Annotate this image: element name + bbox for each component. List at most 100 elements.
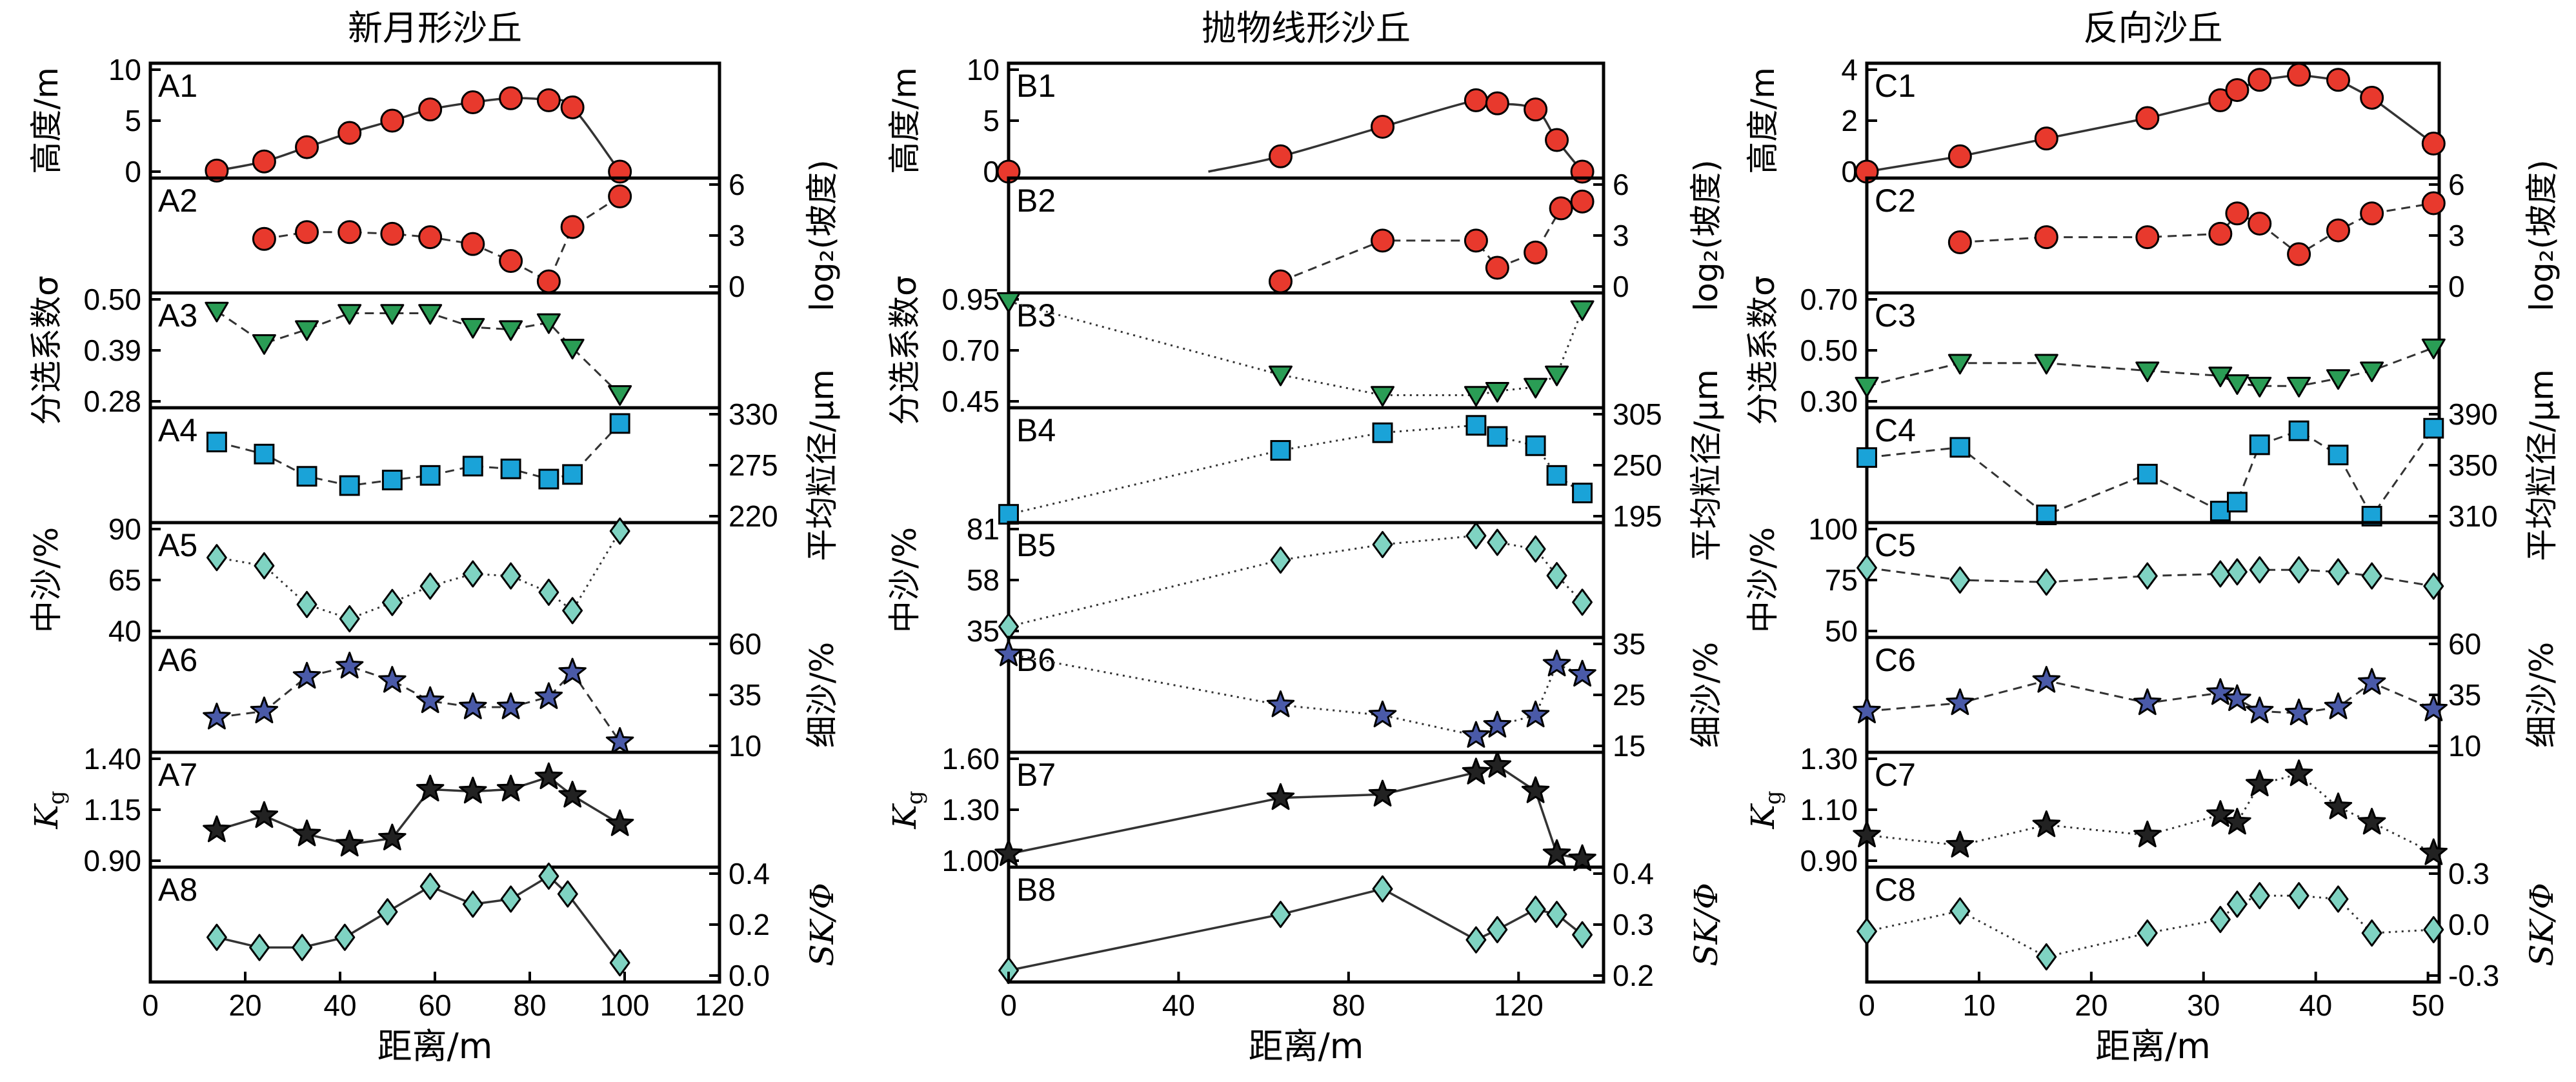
y-tick-label: 5 [983,104,1000,137]
svg-text:分选系数σ: 分选系数σ [28,276,65,425]
data-point [416,686,445,714]
y-axis-label: log₂(坡度) [803,159,841,311]
data-point [2357,668,2386,695]
y-tick-label: 6 [729,168,745,201]
data-point [381,470,403,490]
data-point [608,385,632,406]
data-point [2248,68,2272,92]
svg-text:SK/Φ: SK/Φ [2523,883,2561,966]
data-point [250,696,279,723]
column-title: 新月形沙丘 [348,8,522,48]
data-point [296,466,317,487]
y-tick-label: 1.30 [1800,742,1858,776]
data-point [2288,882,2309,910]
data-point [1546,562,1567,590]
x-axis: 0 10 20 30 40 50 距离/m [1858,972,2444,1067]
y-tick-label: 58 [967,563,1000,597]
data-point [2206,678,2235,705]
data-point [1266,783,1295,810]
panel-label: C7 [1875,757,1916,793]
data-point [1521,700,1550,728]
data-point [1947,144,1972,168]
y-tick-label: 81 [967,512,1000,546]
data-point [2287,242,2311,266]
data-point [1570,189,1595,214]
panel-frame [1007,176,1605,295]
data-point [2324,792,2353,819]
y-axis-label: 细沙/% [1687,642,1725,748]
y-axis-label: 分选系数σ [886,276,923,425]
data-point [994,639,1023,666]
y-axis-label: 中沙/% [28,527,65,633]
x-tick-label: 20 [2075,988,2108,1022]
x-tick-label: 30 [2187,988,2220,1022]
panel-label: B3 [1016,297,1056,334]
x-tick-label: 100 [600,988,650,1022]
y-axis-label: 细沙/% [803,642,841,748]
data-point [1525,535,1546,563]
data-point [292,819,321,847]
data-point [499,86,523,110]
x-axis: 0 20 40 60 80 100 120 距离/m [142,972,744,1067]
data-point [334,923,356,951]
data-point [459,776,487,804]
y-axis-label: 中沙/% [886,527,923,633]
data-point [1549,196,1573,221]
x-tick-label: 120 [695,988,745,1022]
data-point [2032,666,2060,693]
svg-text:分选系数σ: 分选系数σ [1744,276,1782,425]
svg-text:Kg: Kg [1744,790,1786,829]
data-point [2036,943,2057,971]
svg-text:高度/m: 高度/m [886,67,923,174]
data-point [2288,556,2309,584]
series-line [1960,202,2434,255]
data-point [252,334,276,355]
data-point [1853,820,1881,848]
x-tick-label: 80 [1332,988,1365,1022]
data-point [2328,885,2349,913]
data-point [292,934,313,961]
x-axis-label: 距离/m [1249,1026,1364,1067]
y-tick-label: 0.4 [1613,857,1654,890]
y-tick-label: 50 [1825,614,1858,648]
data-point [206,923,227,951]
y-tick-label: 1.60 [941,742,1000,776]
data-point [2226,558,2248,586]
y-tick-label: 0.50 [1800,334,1858,367]
data-point [2248,377,2272,397]
data-point [1268,144,1293,168]
y-axis-label: SK/Φ [1687,883,1725,966]
data-point [1572,921,1593,948]
data-point [2032,810,2060,837]
data-point [538,578,559,606]
data-point [337,220,362,245]
data-point [534,762,563,790]
data-point [994,839,1023,867]
data-point [1542,839,1571,867]
data-point [2326,68,2350,92]
panel-label: B2 [1016,183,1056,219]
data-point [1372,875,1393,903]
y-tick-label: 0.28 [83,385,141,418]
y-tick-label: 65 [108,563,141,597]
data-point [295,320,319,341]
data-point [1946,830,1975,857]
panel-frame [1865,291,2441,410]
data-point [609,517,630,545]
panel-label: C3 [1875,297,1916,334]
y-tick-label: 1.30 [941,793,1000,827]
panel-C3: C3 0.30 0.50 0.70 分选系数σ [1744,276,2446,425]
data-point [461,317,485,339]
data-point [2225,78,2249,103]
series-line [216,310,621,396]
data-point [499,249,523,273]
data-point [2034,126,2058,151]
data-point [378,666,407,693]
y-tick-label: 6 [2448,168,2465,201]
y-tick-label: 40 [108,614,141,648]
y-axis-label: log₂(坡度) [1687,159,1725,311]
data-point [605,726,634,754]
data-point [1857,917,1877,945]
data-point [1266,690,1295,717]
data-point [2226,492,2248,513]
